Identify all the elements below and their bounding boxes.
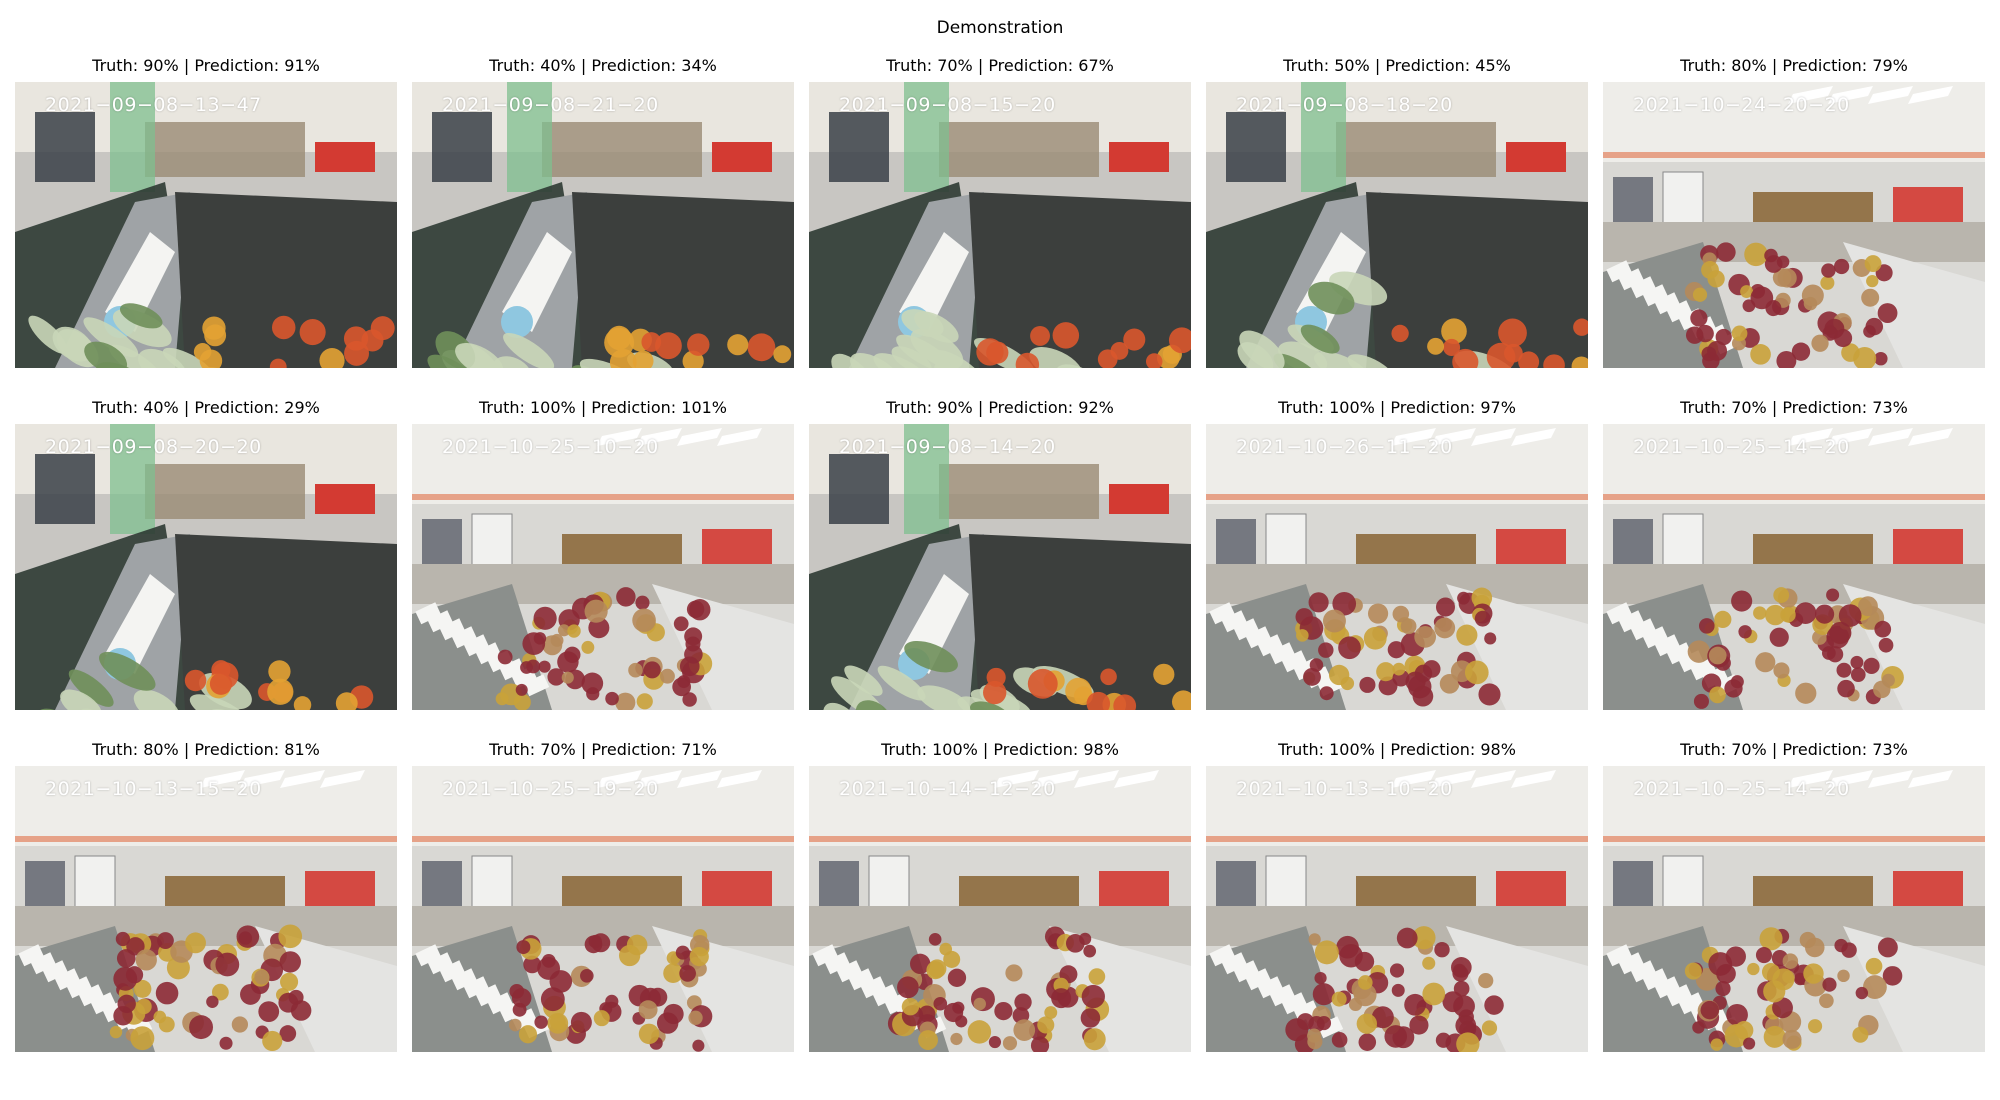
store-photo: 2021−10−13−15−20 [15, 766, 397, 1052]
store-photo-drawing [1206, 766, 1588, 1052]
panel-title: Truth: 70% | Prediction: 71% [489, 740, 717, 759]
store-photo: 2021−09−08−14−20 [809, 424, 1191, 710]
photo-timestamp: 2021−10−25−14−20 [1633, 778, 1850, 800]
store-photo-drawing [1603, 766, 1985, 1052]
store-photo: 2021−09−08−15−20 [809, 82, 1191, 368]
store-photo-drawing [1603, 82, 1985, 368]
panel-title: Truth: 90% | Prediction: 92% [886, 398, 1114, 417]
store-photo-drawing [809, 82, 1191, 368]
photo-timestamp: 2021−09−08−14−20 [839, 436, 1056, 458]
panel-title: Truth: 40% | Prediction: 29% [92, 398, 320, 417]
panel-title: Truth: 40% | Prediction: 34% [489, 56, 717, 75]
photo-timestamp: 2021−10−25−14−20 [1633, 436, 1850, 458]
store-photo: 2021−09−08−18−20 [1206, 82, 1588, 368]
store-photo: 2021−09−08−21−20 [412, 82, 794, 368]
store-photo: 2021−10−25−14−20 [1603, 424, 1985, 710]
store-photo-drawing [412, 424, 794, 710]
panel-title: Truth: 100% | Prediction: 101% [478, 398, 728, 417]
photo-timestamp: 2021−10−13−10−20 [1236, 778, 1453, 800]
store-photo-drawing [809, 424, 1191, 710]
photo-timestamp: 2021−10−25−10−20 [442, 436, 659, 458]
store-photo: 2021−10−14−12−20 [809, 766, 1191, 1052]
store-photo-drawing [1206, 82, 1588, 368]
store-photo: 2021−10−26−11−20 [1206, 424, 1588, 710]
store-photo-drawing [15, 766, 397, 1052]
store-photo-drawing [809, 766, 1191, 1052]
photo-timestamp: 2021−09−08−15−20 [839, 94, 1056, 116]
store-photo: 2021−10−24−20−20 [1603, 82, 1985, 368]
store-photo-drawing [412, 82, 794, 368]
panel-title: Truth: 70% | Prediction: 67% [886, 56, 1114, 75]
store-photo: 2021−09−08−13−47 [15, 82, 397, 368]
photo-timestamp: 2021−10−13−15−20 [45, 778, 262, 800]
store-photo-drawing [1603, 424, 1985, 710]
panel-title: Truth: 90% | Prediction: 91% [92, 56, 320, 75]
panel-title: Truth: 80% | Prediction: 81% [92, 740, 320, 759]
store-photo: 2021−10−13−10−20 [1206, 766, 1588, 1052]
panel-title: Truth: 100% | Prediction: 98% [1278, 740, 1516, 759]
photo-timestamp: 2021−09−08−20−20 [45, 436, 262, 458]
photo-timestamp: 2021−10−14−12−20 [839, 778, 1056, 800]
panel-title: Truth: 80% | Prediction: 79% [1680, 56, 1908, 75]
photo-timestamp: 2021−09−08−13−47 [45, 94, 262, 116]
store-photo-drawing [1206, 424, 1588, 710]
photo-timestamp: 2021−09−08−21−20 [442, 94, 659, 116]
panel-title: Truth: 70% | Prediction: 73% [1680, 398, 1908, 417]
store-photo-drawing [412, 766, 794, 1052]
photo-timestamp: 2021−09−08−18−20 [1236, 94, 1453, 116]
store-photo: 2021−10−25−14−20 [1603, 766, 1985, 1052]
panel-title: Truth: 70% | Prediction: 73% [1680, 740, 1908, 759]
store-photo: 2021−10−25−10−20 [412, 424, 794, 710]
panel-title: Truth: 100% | Prediction: 98% [881, 740, 1119, 759]
photo-timestamp: 2021−10−26−11−20 [1236, 436, 1453, 458]
figure-title: Demonstration [936, 18, 1064, 38]
panel-title: Truth: 50% | Prediction: 45% [1283, 56, 1511, 75]
store-photo: 2021−10−25−19−20 [412, 766, 794, 1052]
store-photo-drawing [15, 424, 397, 710]
store-photo: 2021−09−08−20−20 [15, 424, 397, 710]
photo-timestamp: 2021−10−24−20−20 [1633, 94, 1850, 116]
panel-title: Truth: 100% | Prediction: 97% [1278, 398, 1516, 417]
store-photo-drawing [15, 82, 397, 368]
photo-timestamp: 2021−10−25−19−20 [442, 778, 659, 800]
